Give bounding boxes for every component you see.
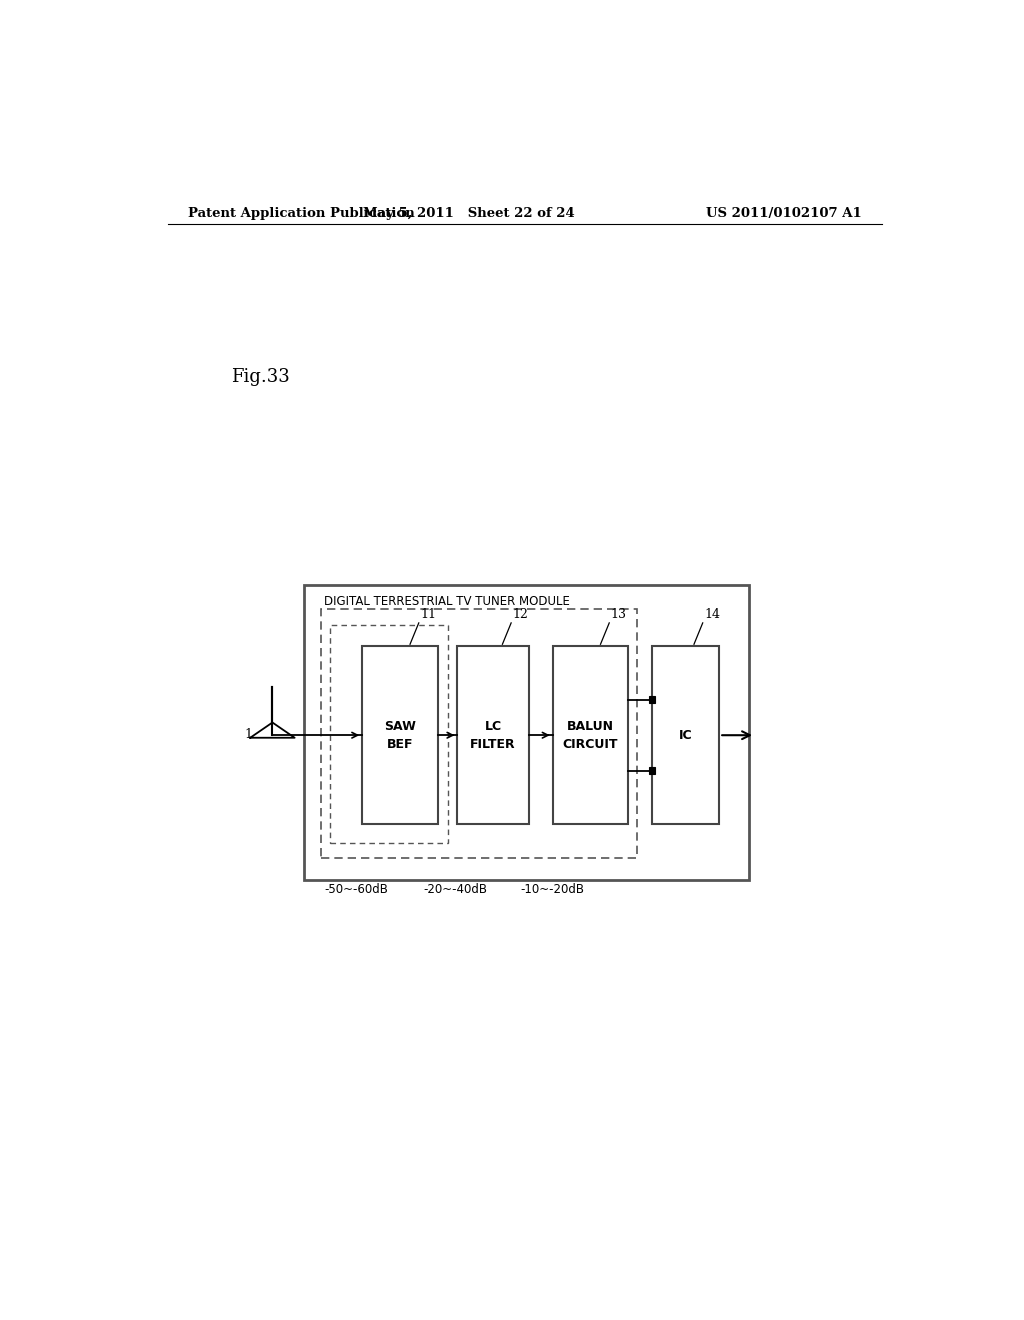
Text: IC: IC bbox=[679, 729, 692, 742]
Text: 12: 12 bbox=[513, 609, 528, 620]
Text: -50~-60dB: -50~-60dB bbox=[325, 883, 389, 896]
Text: SAW
BEF: SAW BEF bbox=[384, 719, 416, 751]
Text: -10~-20dB: -10~-20dB bbox=[520, 883, 584, 896]
Text: DIGITAL TERRESTRIAL TV TUNER MODULE: DIGITAL TERRESTRIAL TV TUNER MODULE bbox=[324, 595, 570, 609]
Bar bbox=[304, 585, 749, 880]
Text: 11: 11 bbox=[421, 609, 436, 620]
Bar bbox=[649, 696, 654, 704]
Bar bbox=[362, 647, 437, 824]
Text: US 2011/0102107 A1: US 2011/0102107 A1 bbox=[707, 207, 862, 220]
Text: 14: 14 bbox=[705, 609, 720, 620]
Text: BALUN
CIRCUIT: BALUN CIRCUIT bbox=[562, 719, 618, 751]
Bar bbox=[321, 609, 637, 858]
Bar bbox=[649, 767, 654, 775]
Text: LC
FILTER: LC FILTER bbox=[470, 719, 516, 751]
Text: 1: 1 bbox=[245, 727, 253, 741]
Text: May 5, 2011   Sheet 22 of 24: May 5, 2011 Sheet 22 of 24 bbox=[364, 207, 575, 220]
Text: Fig.33: Fig.33 bbox=[231, 368, 290, 385]
Bar bbox=[553, 647, 628, 824]
Bar bbox=[652, 647, 719, 824]
Text: 13: 13 bbox=[611, 609, 627, 620]
Bar bbox=[458, 647, 528, 824]
Text: Patent Application Publication: Patent Application Publication bbox=[187, 207, 415, 220]
Text: -20~-40dB: -20~-40dB bbox=[423, 883, 487, 896]
Bar bbox=[331, 624, 447, 843]
